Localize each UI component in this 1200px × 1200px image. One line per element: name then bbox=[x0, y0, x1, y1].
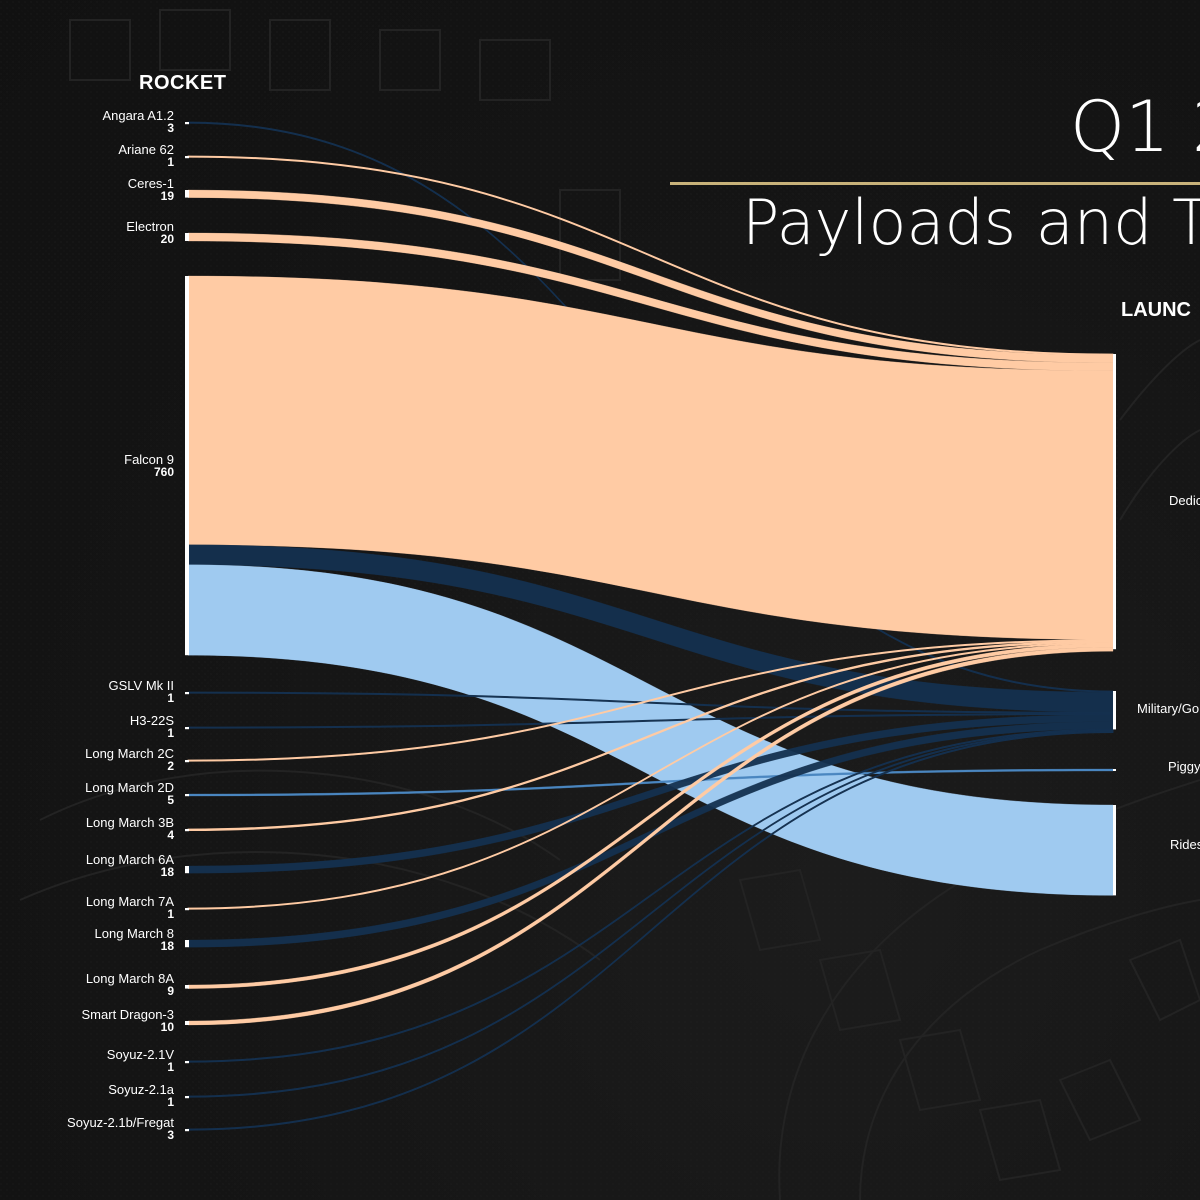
rocket-label-long-march-2c: Long March 2C 2 bbox=[0, 746, 174, 773]
launch-type-label-military: Military/Go bbox=[1137, 701, 1200, 716]
title-divider bbox=[670, 182, 1200, 185]
rocket-payload-count: 2 bbox=[167, 759, 174, 773]
launch-type-label-dedicated: Dedic bbox=[1169, 493, 1200, 508]
rocket-name: Ariane 62 bbox=[118, 142, 174, 157]
rocket-node-electron[interactable] bbox=[185, 233, 189, 241]
link-smart-dragon-3-to-dedicated[interactable] bbox=[187, 647, 1114, 1026]
rocket-payload-count: 4 bbox=[167, 828, 174, 842]
rocket-label-falcon-9: Falcon 9 760 bbox=[0, 452, 174, 479]
rocket-name: Soyuz-2.1V bbox=[106, 1047, 174, 1062]
rocket-payload-count: 20 bbox=[160, 232, 174, 246]
rocket-payload-count: 1 bbox=[167, 907, 174, 921]
rocket-label-long-march-8a: Long March 8A 9 bbox=[0, 971, 174, 998]
rocket-name: Smart Dragon-3 bbox=[81, 1007, 174, 1022]
rocket-name: Soyuz-2.1a bbox=[108, 1082, 174, 1097]
rocket-label-long-march-8: Long March 8 18 bbox=[0, 926, 175, 953]
launch-type-node-piggyback[interactable] bbox=[1113, 769, 1116, 771]
rocket-payload-count: 19 bbox=[160, 189, 174, 203]
rocket-node-soyuz-2-1b-fregat[interactable] bbox=[185, 1129, 189, 1132]
rocket-payload-count: 1 bbox=[167, 726, 174, 740]
launch-type-column-header: LAUNC bbox=[1121, 299, 1191, 321]
rocket-name: Long March 2D bbox=[85, 780, 174, 795]
rocket-label-long-march-6a: Long March 6A 18 bbox=[0, 852, 174, 879]
rocket-node-falcon-9[interactable] bbox=[185, 276, 189, 656]
rocket-payload-count: 10 bbox=[160, 1020, 174, 1034]
rocket-name: Long March 6A bbox=[85, 852, 174, 867]
rocket-node-smart-dragon-3[interactable] bbox=[185, 1021, 189, 1025]
rocket-payload-count: 9 bbox=[167, 984, 174, 998]
rocket-label-long-march-3b: Long March 3B 4 bbox=[0, 815, 174, 842]
rocket-payload-count: 1 bbox=[167, 1060, 174, 1074]
rocket-payload-count: 5 bbox=[167, 793, 174, 807]
rocket-label-soyuz-2-1b-fregat: Soyuz-2.1b/Fregat 3 bbox=[0, 1115, 174, 1142]
rocket-name: H3-22S bbox=[129, 713, 174, 728]
rocket-payload-count: 18 bbox=[160, 939, 174, 953]
rocket-node-long-march-7a[interactable] bbox=[185, 908, 189, 911]
rocket-payload-count: 18 bbox=[160, 865, 174, 879]
rocket-name: Falcon 9 bbox=[124, 452, 174, 467]
rocket-name: Long March 2C bbox=[85, 746, 174, 761]
rocket-payload-count: 760 bbox=[153, 465, 174, 479]
rocket-node-soyuz-2-1v[interactable] bbox=[185, 1061, 189, 1064]
launch-type-node-rideshare[interactable] bbox=[1113, 805, 1116, 896]
rocket-node-long-march-8a[interactable] bbox=[185, 985, 189, 989]
rocket-name: Angara A1.2 bbox=[102, 108, 174, 123]
rocket-payload-count: 1 bbox=[167, 1095, 174, 1109]
rocket-name: Long March 8A bbox=[85, 971, 174, 986]
rocket-name: GSLV Mk II bbox=[108, 678, 175, 693]
rocket-name: Electron bbox=[126, 219, 174, 234]
rocket-label-soyuz-2-1v: Soyuz-2.1V 1 bbox=[0, 1047, 174, 1074]
rocket-name: Long March 8 bbox=[94, 926, 175, 941]
rocket-node-gslv-mk-ii[interactable] bbox=[185, 692, 189, 695]
page-subtitle: Payloads and The bbox=[742, 186, 1200, 259]
rocket-node-long-march-8[interactable] bbox=[185, 940, 189, 948]
rocket-payload-count: 1 bbox=[167, 155, 174, 169]
rocket-label-smart-dragon-3: Smart Dragon-3 10 bbox=[0, 1007, 174, 1034]
rocket-node-soyuz-2-1a[interactable] bbox=[185, 1096, 189, 1099]
rocket-label-electron: Electron 20 bbox=[0, 219, 174, 246]
rocket-node-h3-22s[interactable] bbox=[185, 727, 189, 730]
rocket-node-ceres-1[interactable] bbox=[185, 190, 189, 198]
rocket-label-gslv-mk-ii: GSLV Mk II 1 bbox=[0, 678, 175, 705]
rocket-node-long-march-3b[interactable] bbox=[185, 829, 189, 832]
sankey-nodes bbox=[185, 122, 1116, 1132]
rocket-label-angara-a1-2: Angara A1.2 3 bbox=[0, 108, 174, 135]
link-soyuz-2-1b-fregat-to-military[interactable] bbox=[187, 730, 1114, 1131]
rocket-node-ariane-62[interactable] bbox=[185, 156, 189, 159]
rocket-name: Soyuz-2.1b/Fregat bbox=[67, 1115, 174, 1130]
rocket-name: Ceres-1 bbox=[127, 176, 174, 191]
rocket-name: Long March 3B bbox=[85, 815, 174, 830]
rocket-label-ceres-1: Ceres-1 19 bbox=[0, 176, 174, 203]
launch-type-node-dedicated[interactable] bbox=[1113, 354, 1116, 650]
rocket-node-long-march-2c[interactable] bbox=[185, 760, 189, 763]
link-soyuz-2-1a-to-military[interactable] bbox=[187, 729, 1114, 1098]
launch-type-label-piggyback: Piggy bbox=[1168, 759, 1200, 774]
rocket-node-long-march-6a[interactable] bbox=[185, 866, 189, 874]
page-title: Q1 2 bbox=[1070, 86, 1200, 168]
sankey-links bbox=[187, 121, 1114, 1131]
rocket-label-soyuz-2-1a: Soyuz-2.1a 1 bbox=[0, 1082, 174, 1109]
rocket-node-angara-a1-2[interactable] bbox=[185, 122, 189, 125]
rocket-payload-count: 3 bbox=[167, 121, 174, 135]
rocket-label-long-march-2d: Long March 2D 5 bbox=[0, 780, 174, 807]
rocket-label-long-march-7a: Long March 7A 1 bbox=[0, 894, 174, 921]
rocket-node-long-march-2d[interactable] bbox=[185, 794, 189, 797]
rocket-label-ariane-62: Ariane 62 1 bbox=[0, 142, 174, 169]
rocket-payload-count: 1 bbox=[167, 691, 174, 705]
rocket-label-h3-22s: H3-22S 1 bbox=[0, 713, 174, 740]
rocket-column-header: ROCKET bbox=[139, 72, 227, 94]
rocket-payload-count: 3 bbox=[167, 1128, 174, 1142]
rocket-name: Long March 7A bbox=[85, 894, 174, 909]
launch-type-label-rideshare: Rides bbox=[1170, 837, 1200, 852]
launch-type-node-military[interactable] bbox=[1113, 691, 1116, 730]
